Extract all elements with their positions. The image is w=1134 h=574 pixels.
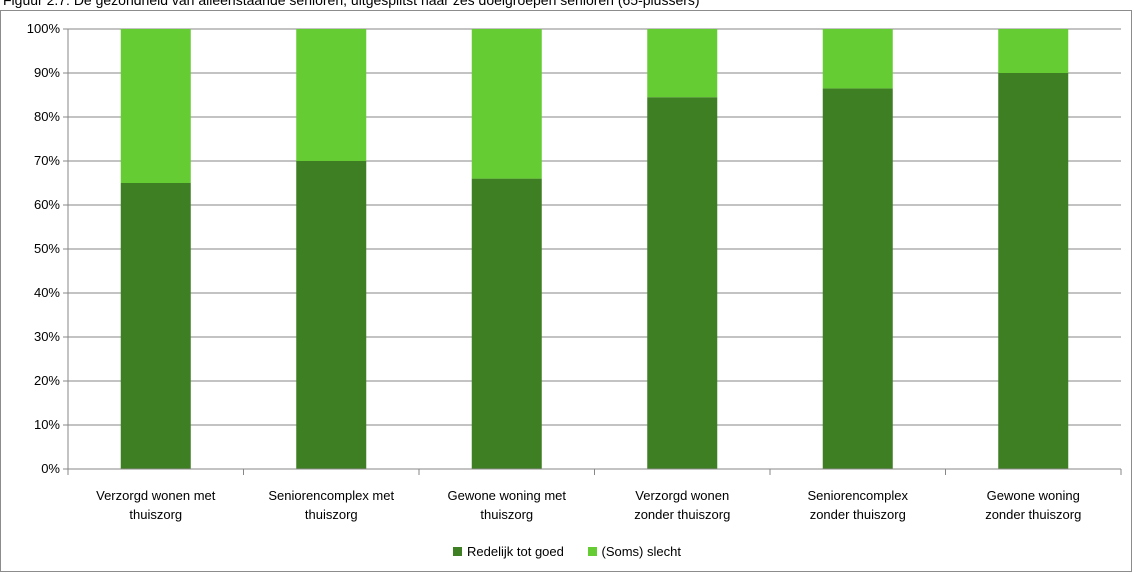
y-tick-label: 30%	[34, 329, 60, 344]
x-tick-label: Seniorencomplex	[808, 488, 909, 503]
x-tick-label: thuiszorg	[480, 507, 533, 522]
legend-label-series-1: Redelijk tot goed	[467, 544, 564, 559]
gridlines	[68, 28, 1121, 470]
y-tick-label: 40%	[34, 285, 60, 300]
bar-segment-series-1	[296, 161, 367, 469]
y-tick-label: 100%	[27, 21, 61, 36]
x-tick-label: Seniorencomplex met	[268, 488, 394, 503]
legend-label-series-2: (Soms) slecht	[601, 544, 681, 559]
x-tick-label: zonder thuiszorg	[634, 507, 730, 522]
figure-caption: Figuur 2.7: De gezondheid van alleenstaa…	[3, 0, 700, 8]
x-tick-label: zonder thuiszorg	[810, 507, 906, 522]
bar-segment-series-1	[647, 97, 718, 469]
tick-labels: 0% 10% 20% 30% 40% 50% 60% 70% 80% 90% 100% Verzorg…	[27, 21, 1082, 522]
y-tick-label: 50%	[34, 241, 60, 256]
x-tick-label: Gewone woning met	[447, 488, 566, 503]
y-tick-label: 0%	[41, 461, 60, 476]
x-tick-label: thuiszorg	[305, 507, 358, 522]
chart-frame	[0, 10, 1132, 572]
y-tick-label: 70%	[34, 153, 60, 168]
bar-segment-series-2	[296, 29, 367, 161]
x-tick-label: zonder thuiszorg	[985, 507, 1081, 522]
legend: Redelijk tot goed (Soms) slecht	[0, 544, 1134, 559]
legend-item-series-2: (Soms) slecht	[587, 544, 681, 559]
bar-segment-series-2	[471, 29, 542, 179]
y-tick-label: 20%	[34, 373, 60, 388]
axes	[63, 28, 1122, 475]
legend-swatch-series-1	[453, 547, 463, 556]
legend-item-series-1: Redelijk tot goed	[453, 544, 564, 559]
bar-segment-series-2	[998, 29, 1069, 73]
bar-segment-series-2	[647, 29, 718, 98]
x-tick-label: thuiszorg	[129, 507, 182, 522]
bars	[120, 29, 1069, 470]
bar-segment-series-1	[998, 73, 1069, 469]
x-tick-label: Verzorgd wonen met	[96, 488, 216, 503]
bar-segment-series-1	[471, 178, 542, 469]
bar-segment-series-2	[120, 29, 191, 183]
legend-swatch-series-2	[587, 547, 597, 556]
x-tick-label: Verzorgd wonen	[635, 488, 729, 503]
y-tick-label: 90%	[34, 65, 60, 80]
bar-segment-series-2	[822, 29, 893, 89]
bar-segment-series-1	[120, 183, 191, 469]
y-tick-label: 60%	[34, 197, 60, 212]
bar-segment-series-1	[822, 88, 893, 470]
y-tick-label: 80%	[34, 109, 60, 124]
y-tick-label: 10%	[34, 417, 60, 432]
x-tick-label: Gewone woning	[987, 488, 1080, 503]
